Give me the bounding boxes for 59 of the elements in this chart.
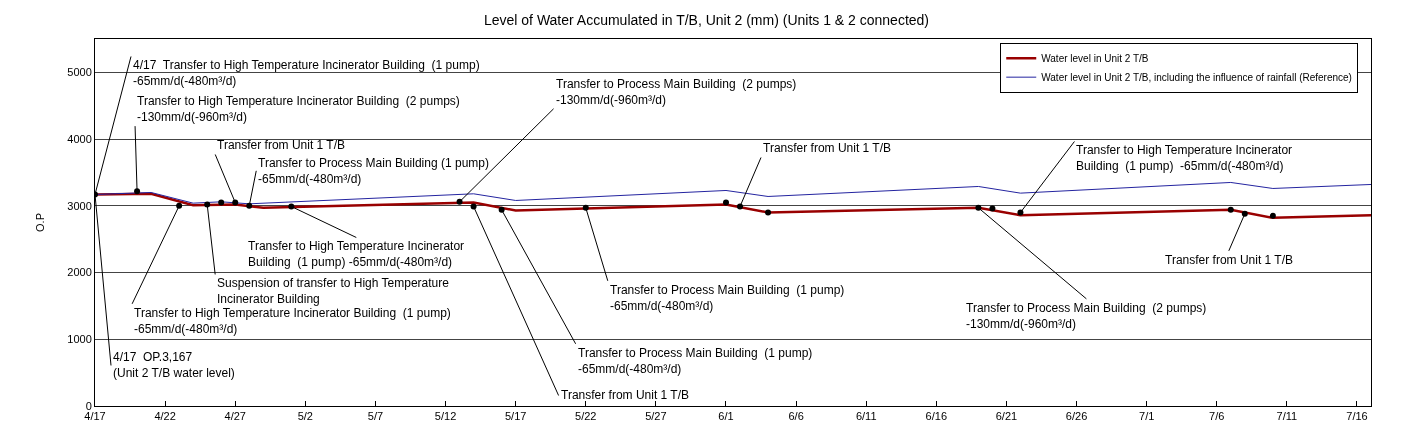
x-tick-label: 6/11: [855, 410, 877, 423]
x-tick-label: 6/1: [718, 410, 734, 423]
y-axis-title: O.P: [33, 213, 46, 232]
y-tick-label: 5000: [67, 66, 92, 79]
x-tick-label: 7/11: [1276, 410, 1298, 423]
annotation: Transfer to Process Main Building (2 pumps) -130mm/d(-960m³/d): [966, 301, 1207, 331]
point: [1227, 206, 1234, 213]
legend-label: Water level in Unit 2 T/B, including the influence of rainfall (Reference): [1041, 72, 1352, 84]
x-tick-label: 5/27: [645, 410, 667, 423]
x-tick-label: 4/22: [154, 410, 176, 423]
annotation: 4/17 OP.3,167 (Unit 2 T/B water level): [113, 350, 235, 380]
point: [975, 204, 982, 211]
point: [246, 202, 253, 209]
annotation: Transfer to Process Main Building (1 pump) -65mm/d(-480m³/d): [610, 283, 845, 313]
x-tick-label: 4/27: [224, 410, 246, 423]
point: [582, 204, 589, 211]
annotation: Transfer to High Temperature Incinerator Building (1 pump) -65mm/d(-480m³/d): [248, 239, 465, 269]
annotation: Suspension of transfer to High Temperature Incinerator Building: [217, 276, 450, 306]
line-series: [95, 192, 1371, 220]
annotation: 4/17 Transfer to High Temperature Incinerator Building (1 pump) -65mm/d(-480m³/d): [133, 58, 480, 88]
point: [1241, 210, 1248, 217]
x-tick-label: 5/22: [575, 410, 597, 423]
x-tick-label: 5/12: [434, 410, 457, 423]
y-tick-label: 4000: [67, 132, 92, 145]
annotation: Transfer to High Temperature Incinerator Building (1 pump) -65mm/d(-480m³/d): [134, 306, 451, 336]
x-tick-label: 6/26: [1065, 410, 1088, 423]
x-tick-label: 6/6: [788, 410, 804, 423]
annotation: Transfer to High Temperature Incinerator Building (1 pump) -65mm/d(-480m³/d): [1076, 143, 1293, 173]
annotation: Transfer to High Temperature Incinerator Building (2 pumps) -130mm/d(-960m³/d): [137, 94, 460, 124]
y-tick-label: 2000: [67, 266, 92, 279]
x-tick-label: 5/2: [297, 410, 313, 423]
point: [722, 199, 729, 206]
x-tick-label: 7/16: [1346, 410, 1368, 423]
chart-title: Level of Water Accumulated in T/B, Unit 2 (mm) (Units 1 & 2 connected): [483, 11, 930, 28]
point: [765, 209, 772, 216]
annotation: Transfer to Process Main Building (1 pump) -65mm/d(-480m³/d): [258, 156, 489, 186]
point: [176, 202, 183, 209]
annotation: Transfer from Unit 1 T/B: [217, 138, 346, 152]
annotation: Transfer to Process Main Building (2 pumps) -130mm/d(-960m³/d): [556, 77, 797, 107]
x-tick-label: 4/17: [84, 410, 106, 423]
x-tick-label: 5/17: [504, 410, 527, 423]
x-tick-label: 7/6: [1209, 410, 1225, 423]
point: [1269, 212, 1276, 219]
annotation: Transfer from Unit 1 T/B: [1165, 253, 1294, 267]
annotation: Transfer to Process Main Building (1 pump) -65mm/d(-480m³/d): [578, 346, 813, 376]
point: [134, 188, 141, 195]
y-tick-label: 0: [85, 399, 92, 412]
legend-label: Water level in Unit 2 T/B: [1041, 53, 1149, 65]
x-tick-label: 5/7: [367, 410, 384, 423]
annotation: Transfer from Unit 1 T/B: [763, 141, 892, 155]
point: [989, 205, 996, 212]
point: [218, 199, 225, 206]
x-tick-label: 7/1: [1139, 410, 1155, 423]
x-tick-label: 6/21: [995, 410, 1018, 423]
x-tick-label: 6/16: [925, 410, 948, 423]
annotation: Transfer from Unit 1 T/B: [561, 388, 690, 402]
y-tick-label: 3000: [67, 199, 92, 212]
y-tick-label: 1000: [67, 333, 92, 346]
point: [498, 206, 505, 213]
